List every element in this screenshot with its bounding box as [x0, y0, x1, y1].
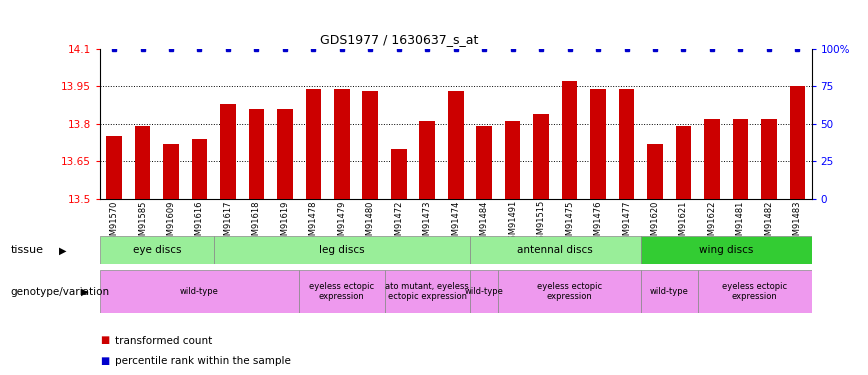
- Text: percentile rank within the sample: percentile rank within the sample: [115, 356, 292, 366]
- Text: ▶: ▶: [59, 245, 66, 255]
- Text: transformed count: transformed count: [115, 336, 213, 345]
- Bar: [698, 270, 812, 313]
- Text: ▶: ▶: [82, 286, 89, 297]
- Bar: [163, 144, 179, 199]
- Text: eye discs: eye discs: [133, 245, 181, 255]
- Text: ato mutant, eyeless
ectopic expression: ato mutant, eyeless ectopic expression: [385, 282, 469, 301]
- Bar: [761, 119, 777, 199]
- Bar: [641, 270, 698, 313]
- Bar: [590, 89, 606, 199]
- Bar: [391, 149, 406, 199]
- Bar: [334, 89, 350, 199]
- Bar: [100, 270, 299, 313]
- Bar: [641, 236, 812, 264]
- Text: leg discs: leg discs: [319, 245, 365, 255]
- Text: eyeless ectopic
expression: eyeless ectopic expression: [309, 282, 374, 301]
- Bar: [277, 109, 293, 199]
- Bar: [648, 144, 663, 199]
- Bar: [299, 270, 385, 313]
- Text: ■: ■: [100, 336, 109, 345]
- Text: wild-type: wild-type: [180, 287, 219, 296]
- Bar: [733, 119, 748, 199]
- Bar: [619, 89, 635, 199]
- Bar: [220, 104, 236, 199]
- Text: wing discs: wing discs: [699, 245, 753, 255]
- Bar: [192, 139, 207, 199]
- Bar: [385, 270, 470, 313]
- Bar: [477, 126, 492, 199]
- Text: tissue: tissue: [10, 245, 43, 255]
- Text: genotype/variation: genotype/variation: [10, 286, 109, 297]
- Bar: [470, 236, 641, 264]
- Bar: [505, 121, 521, 199]
- Bar: [498, 270, 641, 313]
- Bar: [704, 119, 720, 199]
- Bar: [533, 114, 549, 199]
- Bar: [562, 81, 577, 199]
- Bar: [135, 126, 150, 199]
- Text: eyeless ectopic
expression: eyeless ectopic expression: [537, 282, 602, 301]
- Bar: [470, 270, 498, 313]
- Bar: [106, 136, 122, 199]
- Bar: [790, 86, 806, 199]
- Bar: [100, 236, 214, 264]
- Bar: [363, 91, 378, 199]
- Bar: [675, 126, 691, 199]
- Title: GDS1977 / 1630637_s_at: GDS1977 / 1630637_s_at: [319, 33, 478, 46]
- Text: antennal discs: antennal discs: [517, 245, 593, 255]
- Text: ■: ■: [100, 356, 109, 366]
- Text: eyeless ectopic
expression: eyeless ectopic expression: [722, 282, 787, 301]
- Bar: [214, 236, 470, 264]
- Text: wild-type: wild-type: [464, 287, 503, 296]
- Text: wild-type: wild-type: [650, 287, 688, 296]
- Bar: [248, 109, 264, 199]
- Bar: [448, 91, 464, 199]
- Bar: [306, 89, 321, 199]
- Bar: [419, 121, 435, 199]
